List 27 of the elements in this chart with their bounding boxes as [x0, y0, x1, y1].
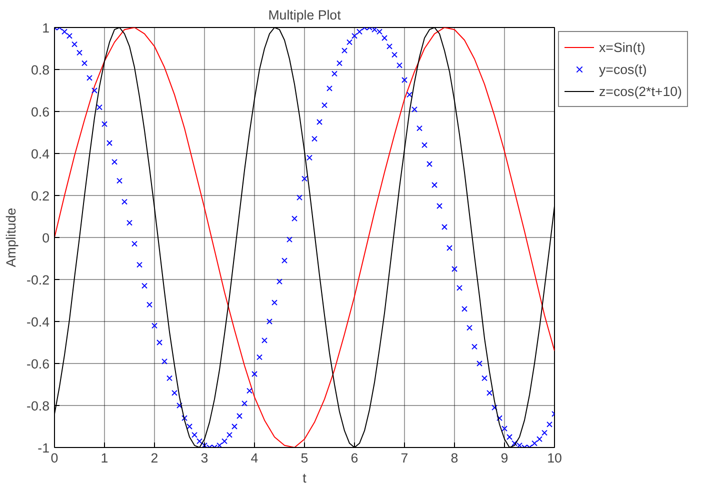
y-tick-label: 0.4 [30, 146, 50, 162]
x-tick-label: 1 [100, 450, 108, 466]
y-axis-title: Amplitude [4, 208, 19, 268]
x-tick-label: 6 [350, 450, 358, 466]
y-tick-label: 0.2 [30, 188, 50, 204]
x-tick-label: 5 [300, 450, 308, 466]
x-tick-label: 9 [500, 450, 508, 466]
legend-label: z=cos(2*t+10) [599, 84, 682, 98]
legend-label: y=cos(t) [599, 62, 647, 76]
chart-title: Multiple Plot [268, 8, 342, 22]
x-tick-label: 7 [400, 450, 408, 466]
y-tick-label: -0.4 [26, 314, 50, 330]
y-tick-label: -0.6 [26, 356, 50, 372]
y-tick-label: 0.8 [30, 62, 50, 78]
y-tick-label: 0 [42, 230, 50, 246]
x-tick-label: 4 [250, 450, 259, 466]
y-tick-label: 1 [42, 20, 50, 36]
x-tick-label: 10 [547, 450, 562, 466]
y-tick-label: -0.8 [26, 398, 50, 414]
legend-label: x=Sin(t) [599, 40, 646, 54]
x-tick-label: 2 [150, 450, 158, 466]
x-axis-title: t [302, 470, 307, 486]
x-tick-label: 3 [200, 450, 208, 466]
x-tick-label: 8 [450, 450, 458, 466]
y-tick-label: 0.6 [30, 104, 50, 120]
y-tick-label: -0.2 [26, 272, 50, 288]
y-tick-label: -1 [38, 440, 50, 456]
